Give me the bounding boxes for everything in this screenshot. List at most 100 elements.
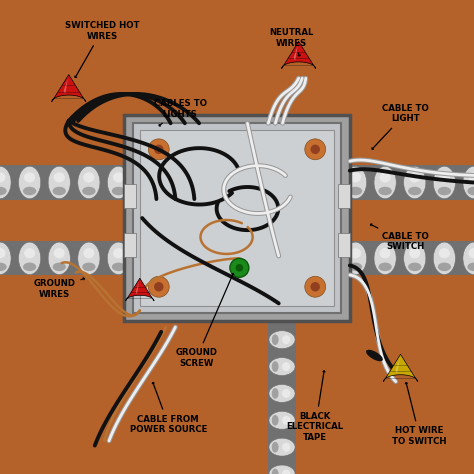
- Circle shape: [305, 276, 326, 297]
- Ellipse shape: [269, 465, 295, 474]
- Ellipse shape: [374, 166, 396, 199]
- Polygon shape: [383, 354, 418, 382]
- Ellipse shape: [320, 172, 331, 182]
- Ellipse shape: [272, 442, 279, 453]
- Ellipse shape: [291, 248, 302, 258]
- Ellipse shape: [269, 357, 295, 375]
- Ellipse shape: [230, 263, 244, 271]
- Ellipse shape: [231, 248, 243, 258]
- Ellipse shape: [463, 242, 474, 274]
- Ellipse shape: [345, 242, 366, 274]
- Ellipse shape: [374, 242, 396, 274]
- Ellipse shape: [290, 187, 303, 195]
- Ellipse shape: [137, 166, 159, 199]
- Ellipse shape: [349, 263, 362, 271]
- Ellipse shape: [315, 166, 337, 199]
- Ellipse shape: [282, 416, 290, 425]
- Ellipse shape: [408, 187, 421, 195]
- Ellipse shape: [467, 187, 474, 195]
- Ellipse shape: [255, 166, 278, 199]
- Text: CABLE TO
LIGHT: CABLE TO LIGHT: [372, 104, 428, 149]
- Text: SWITCHED HOT
WIRES: SWITCHED HOT WIRES: [64, 21, 139, 77]
- Text: HOT WIRE
TO SWITCH: HOT WIRE TO SWITCH: [392, 383, 447, 446]
- Text: CABLE FROM
POWER SOURCE: CABLE FROM POWER SOURCE: [129, 383, 207, 434]
- Ellipse shape: [108, 166, 129, 199]
- Polygon shape: [395, 356, 401, 374]
- Ellipse shape: [272, 361, 279, 372]
- Ellipse shape: [319, 187, 333, 195]
- Ellipse shape: [285, 166, 307, 199]
- Ellipse shape: [0, 248, 6, 258]
- Bar: [0, 241, 474, 275]
- Ellipse shape: [269, 384, 295, 402]
- Ellipse shape: [272, 469, 279, 474]
- Bar: [0, 165, 474, 200]
- Ellipse shape: [143, 248, 154, 258]
- Circle shape: [236, 264, 243, 272]
- Ellipse shape: [261, 172, 272, 182]
- Ellipse shape: [201, 187, 214, 195]
- Ellipse shape: [290, 263, 303, 271]
- Ellipse shape: [83, 172, 94, 182]
- Ellipse shape: [404, 166, 426, 199]
- Ellipse shape: [378, 187, 392, 195]
- Polygon shape: [64, 76, 69, 94]
- Bar: [124, 184, 136, 208]
- Ellipse shape: [48, 166, 70, 199]
- Polygon shape: [293, 43, 299, 61]
- Ellipse shape: [196, 242, 219, 274]
- Ellipse shape: [202, 172, 213, 182]
- Ellipse shape: [350, 248, 361, 258]
- Ellipse shape: [260, 263, 273, 271]
- Ellipse shape: [171, 187, 184, 195]
- Ellipse shape: [230, 187, 244, 195]
- Ellipse shape: [272, 388, 279, 399]
- Ellipse shape: [269, 331, 295, 349]
- Circle shape: [148, 276, 169, 297]
- Ellipse shape: [0, 172, 6, 182]
- Circle shape: [148, 139, 169, 160]
- Ellipse shape: [172, 248, 183, 258]
- Bar: [140, 130, 334, 306]
- Circle shape: [305, 139, 326, 160]
- Ellipse shape: [272, 334, 279, 345]
- Ellipse shape: [282, 443, 290, 452]
- Ellipse shape: [438, 187, 451, 195]
- Ellipse shape: [23, 263, 36, 271]
- Text: CABLE TO
SWITCH: CABLE TO SWITCH: [371, 224, 428, 251]
- Text: CABLES TO
LIGHTS: CABLES TO LIGHTS: [154, 100, 207, 126]
- Ellipse shape: [282, 335, 290, 344]
- Bar: [338, 184, 350, 208]
- Ellipse shape: [54, 248, 65, 258]
- Circle shape: [310, 145, 320, 154]
- Polygon shape: [52, 74, 86, 102]
- Ellipse shape: [255, 242, 278, 274]
- Bar: [268, 313, 296, 474]
- Ellipse shape: [18, 242, 41, 274]
- Ellipse shape: [137, 242, 159, 274]
- Circle shape: [154, 145, 164, 154]
- Ellipse shape: [172, 172, 183, 182]
- Ellipse shape: [409, 172, 420, 182]
- Ellipse shape: [141, 263, 155, 271]
- Text: NEUTRAL
WIRES: NEUTRAL WIRES: [269, 28, 314, 56]
- Ellipse shape: [112, 263, 125, 271]
- Ellipse shape: [24, 172, 35, 182]
- Ellipse shape: [53, 263, 66, 271]
- Ellipse shape: [433, 242, 456, 274]
- Ellipse shape: [269, 304, 295, 322]
- Ellipse shape: [24, 248, 35, 258]
- Ellipse shape: [201, 263, 214, 271]
- Ellipse shape: [366, 350, 383, 361]
- Ellipse shape: [404, 242, 426, 274]
- Ellipse shape: [143, 172, 154, 182]
- Ellipse shape: [269, 411, 295, 429]
- Ellipse shape: [141, 187, 155, 195]
- Ellipse shape: [439, 248, 450, 258]
- Ellipse shape: [112, 187, 125, 195]
- Ellipse shape: [78, 242, 100, 274]
- Ellipse shape: [108, 242, 129, 274]
- Ellipse shape: [349, 187, 362, 195]
- Text: GROUND
SCREW: GROUND SCREW: [176, 273, 234, 367]
- Ellipse shape: [319, 263, 333, 271]
